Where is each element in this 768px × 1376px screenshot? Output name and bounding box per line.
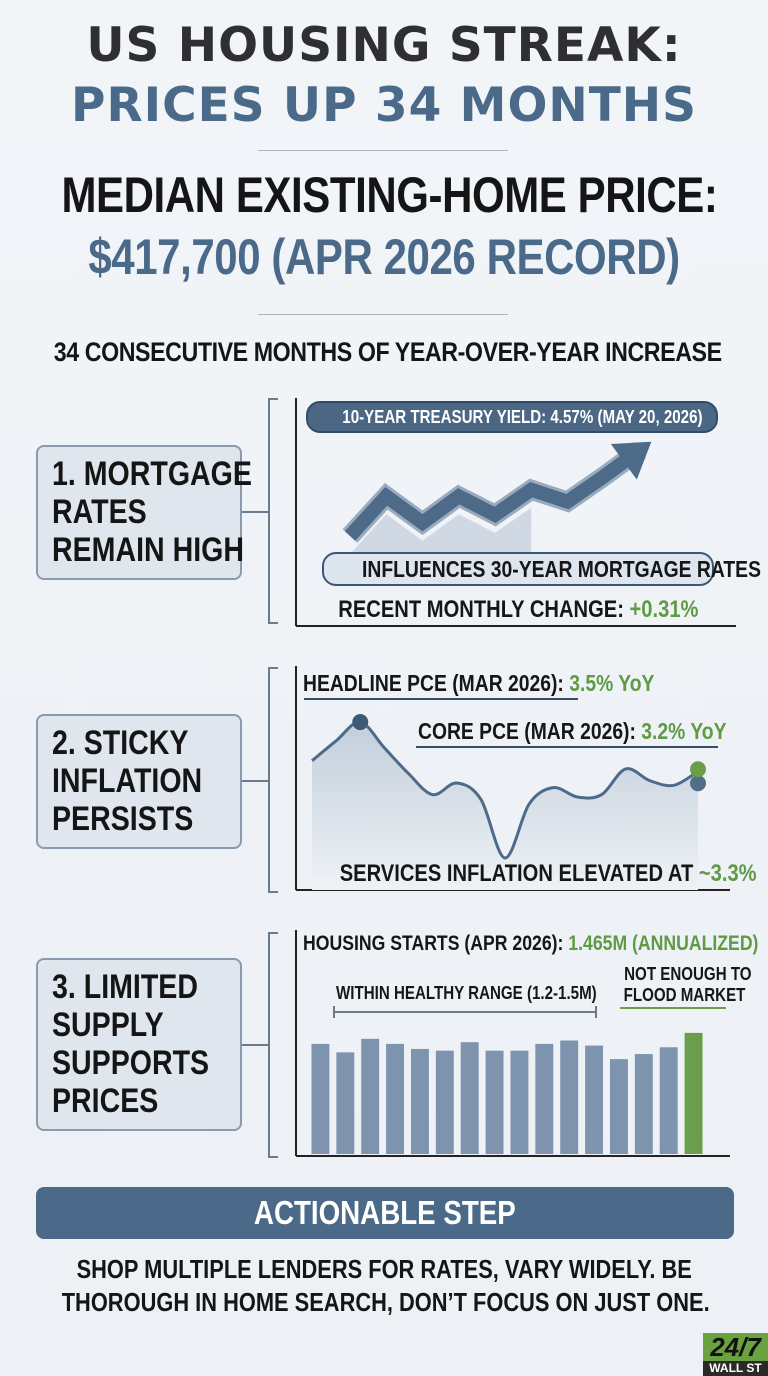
pce-area: [312, 721, 698, 890]
section-label-line: SUPPORTS: [52, 1044, 210, 1082]
section-label-line: 3. LIMITED: [52, 968, 198, 1006]
treasury-chart: [295, 398, 736, 627]
main-title-line1: US HOUSING STREAK:: [86, 18, 682, 73]
housing-starts-bar: [485, 1050, 504, 1154]
section-mortgage-box: 1. MORTGAGE RATES REMAIN HIGH: [36, 445, 252, 580]
connector-line: [242, 780, 268, 782]
core-pce-value: 3.2% YoY: [641, 718, 727, 744]
headline-pce-marker: [352, 714, 369, 731]
housing-starts-bar: [336, 1052, 355, 1154]
brand-logo: 24/7 WALL ST: [703, 1333, 768, 1376]
mortgage-influence-label: INFLUENCES 30-YEAR MORTGAGE RATES: [322, 552, 761, 586]
headline-pce-value: 3.5% YoY: [569, 670, 655, 696]
core-pce-text: CORE PCE (MAR 2026): 3.2% YoY: [418, 718, 727, 744]
section-label-line: REMAIN HIGH: [52, 531, 244, 569]
monthly-change-value: +0.31%: [629, 596, 699, 623]
pce-line: [311, 720, 699, 860]
bracket-line: [268, 932, 270, 1158]
bracket-line: [268, 932, 278, 934]
median-price-value: $417,700 (APR 2026 RECORD): [88, 229, 680, 285]
pce-chart: [295, 666, 730, 891]
connector-line: [242, 1044, 268, 1046]
title-divider: [258, 150, 508, 151]
median-divider: [258, 314, 508, 315]
housing-starts-bar: [311, 1043, 330, 1154]
section-inflation-box: 2. STICKY INFLATION PERSISTS: [36, 714, 242, 849]
main-title-line2: PRICES UP 34 MONTHS: [71, 78, 697, 133]
housing-starts-chart: [295, 930, 730, 1157]
housing-starts-bar-highlight: [684, 1032, 703, 1154]
housing-starts-bar: [634, 1054, 653, 1154]
housing-starts-bar: [460, 1042, 479, 1154]
actionable-step-banner: ACTIONABLE STEP: [36, 1187, 734, 1239]
actionable-step-line2: THOROUGH IN HOME SEARCH, DON’T FOCUS ON …: [61, 1287, 710, 1317]
section-label-line: SUPPLY: [52, 1006, 164, 1044]
bracket-line: [268, 622, 278, 624]
section-label-line: INFLATION: [52, 762, 203, 800]
housing-starts-bar: [410, 1048, 429, 1154]
bracket-line: [268, 1156, 278, 1158]
housing-starts-bar: [510, 1050, 529, 1154]
connector-line: [242, 511, 268, 513]
treasury-trend-line: [344, 444, 645, 541]
trend-arrow-icon: [610, 441, 652, 480]
housing-starts-bar: [361, 1038, 380, 1154]
housing-starts-bar: [435, 1050, 454, 1154]
bracket-line: [268, 398, 278, 400]
healthy-range-label: WITHIN HEALTHY RANGE (1.2-1.5M): [336, 983, 597, 1003]
housing-starts-bar: [659, 1047, 678, 1154]
median-price-heading: MEDIAN EXISTING-HOME PRICE:: [61, 167, 718, 223]
actionable-step-line1: SHOP MULTIPLE LENDERS FOR RATES, VARY WI…: [76, 1254, 692, 1284]
housing-starts-bar: [386, 1043, 405, 1154]
section-label-line: PERSISTS: [52, 800, 194, 838]
housing-starts-value: 1.465M (ANNUALIZED): [568, 932, 759, 955]
section-label-line: 1. MORTGAGE: [52, 455, 252, 493]
housing-starts-bar: [560, 1040, 579, 1154]
section-label-line: RATES: [52, 493, 147, 531]
bracket-line: [268, 398, 270, 624]
core-pce-marker: [690, 761, 706, 778]
section-label-line: 2. STICKY: [52, 724, 189, 762]
bar-group: [311, 1032, 703, 1154]
services-inflation-text: SERVICES INFLATION ELEVATED AT ~3.3%: [339, 860, 757, 887]
services-inflation-value: ~3.3%: [698, 860, 757, 887]
treasury-yield-label: 10-YEAR TREASURY YIELD: 4.57% (MAY 20, 2…: [306, 401, 718, 433]
consecutive-months-subtitle: 34 CONSECUTIVE MONTHS OF YEAR-OVER-YEAR …: [53, 337, 722, 367]
housing-starts-bar: [609, 1059, 628, 1154]
bracket-line: [268, 667, 270, 893]
section-supply-box: 3. LIMITED SUPPLY SUPPORTS PRICES: [36, 958, 242, 1131]
bracket-line: [268, 891, 278, 893]
housing-starts-bar: [585, 1045, 604, 1154]
core-pce-marker-secondary: [690, 775, 706, 792]
monthly-change-text: RECENT MONTHLY CHANGE: +0.31%: [337, 596, 699, 623]
treasury-area: [350, 507, 532, 556]
bracket-line: [268, 667, 278, 669]
flood-market-label: NOT ENOUGH TO FLOOD MARKET: [623, 964, 752, 1005]
headline-pce-text: HEADLINE PCE (MAR 2026): 3.5% YoY: [303, 670, 655, 696]
housing-starts-bar: [535, 1043, 554, 1154]
housing-starts-text: HOUSING STARTS (APR 2026): 1.465M (ANNUA…: [303, 932, 759, 955]
section-label-line: PRICES: [52, 1082, 159, 1120]
